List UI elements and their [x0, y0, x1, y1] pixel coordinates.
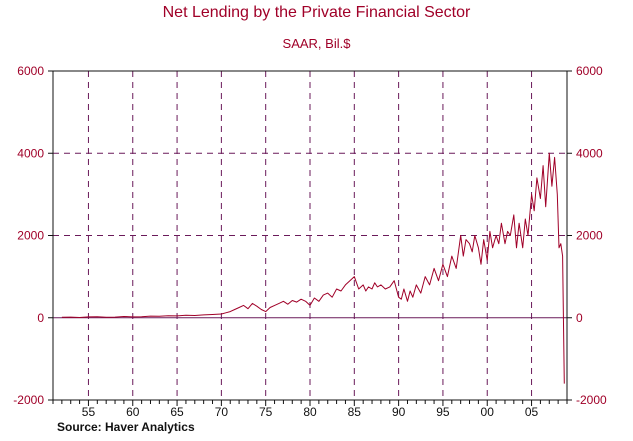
x-tick-label: 85	[348, 405, 362, 419]
y-tick-label-right: 6000	[576, 64, 603, 78]
x-tick-label: 70	[215, 405, 229, 419]
series-group	[61, 152, 565, 384]
x-tick-label: 65	[170, 405, 184, 419]
y-tick-label-left: -2000	[13, 393, 44, 407]
x-tick-label: 05	[525, 405, 539, 419]
y-tick-label-left: 2000	[17, 229, 44, 243]
x-tick-label: 60	[126, 405, 140, 419]
x-tick-label: 95	[436, 405, 450, 419]
chart-subtitle: SAAR, Bil.$	[282, 36, 351, 51]
y-tick-label-right: -2000	[576, 393, 607, 407]
y-tick-label-left: 0	[37, 311, 44, 325]
x-tick-label: 55	[82, 405, 96, 419]
x-tick-label: 75	[259, 405, 273, 419]
y-tick-label-left: 6000	[17, 64, 44, 78]
chart-title: Net Lending by the Private Financial Sec…	[162, 4, 471, 21]
gridlines	[53, 71, 567, 400]
y-tick-label-left: 4000	[17, 146, 44, 160]
tick-marks	[48, 70, 572, 406]
x-tick-label: 00	[481, 405, 495, 419]
series-line-0	[61, 152, 565, 384]
y-tick-label-right: 0	[576, 311, 583, 325]
y-tick-label-right: 2000	[576, 229, 603, 243]
x-tick-label: 90	[392, 405, 406, 419]
source-note: Source: Haver Analytics	[57, 420, 195, 434]
y-tick-label-right: 4000	[576, 146, 603, 160]
x-tick-label: 80	[303, 405, 317, 419]
